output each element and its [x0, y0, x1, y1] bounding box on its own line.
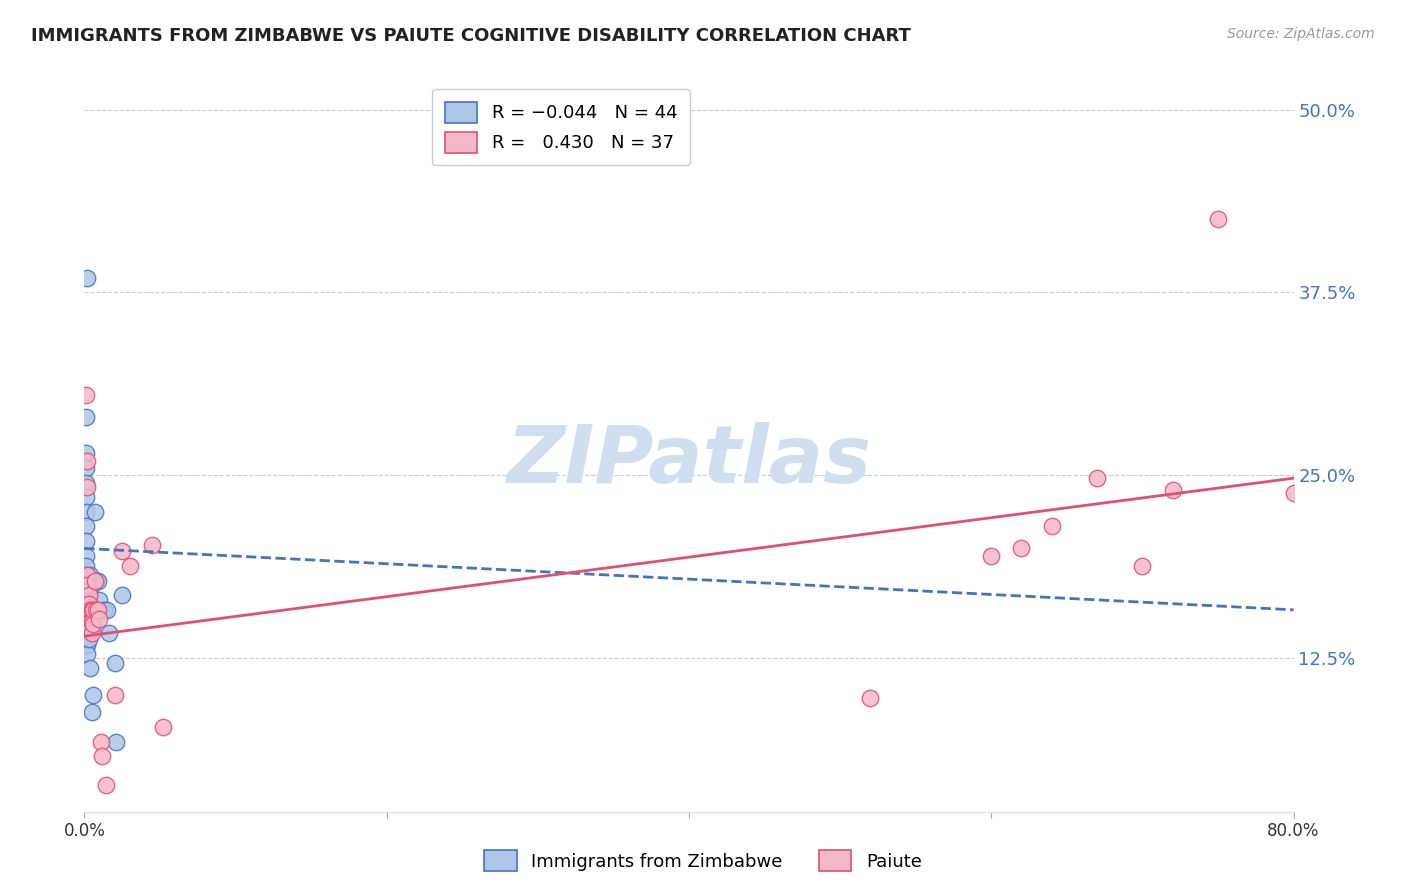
- Point: [76, 270, 98, 285]
- Point: [75, 519, 97, 533]
- Text: IMMIGRANTS FROM ZIMBABWE VS PAIUTE COGNITIVE DISABILITY CORRELATION CHART: IMMIGRANTS FROM ZIMBABWE VS PAIUTE COGNI…: [31, 27, 911, 45]
- Point: [77, 597, 100, 611]
- Point: [105, 734, 128, 748]
- Point: [77, 588, 100, 602]
- Point: [77, 607, 100, 622]
- Point: [80, 705, 103, 719]
- Point: [76, 629, 98, 643]
- Point: [75, 594, 97, 608]
- Point: [84, 574, 107, 588]
- Point: [84, 505, 107, 519]
- Point: [980, 549, 1002, 563]
- Point: [1282, 485, 1305, 500]
- Point: [87, 574, 110, 588]
- Point: [76, 638, 98, 652]
- Point: [75, 603, 97, 617]
- Point: [75, 558, 97, 573]
- Legend: R = −0.044   N = 44, R =   0.430   N = 37: R = −0.044 N = 44, R = 0.430 N = 37: [432, 89, 690, 165]
- Point: [80, 626, 103, 640]
- Point: [1161, 483, 1184, 497]
- Point: [104, 656, 127, 670]
- Point: [89, 592, 111, 607]
- Point: [79, 661, 101, 675]
- Point: [87, 603, 110, 617]
- Point: [111, 544, 134, 558]
- Point: [96, 603, 118, 617]
- Point: [80, 615, 103, 629]
- Point: [1011, 541, 1033, 556]
- Point: [75, 567, 97, 582]
- Point: [75, 409, 97, 424]
- Point: [93, 603, 115, 617]
- Point: [104, 688, 127, 702]
- Point: [75, 388, 97, 402]
- Text: ZIPatlas: ZIPatlas: [506, 422, 872, 500]
- Point: [75, 446, 97, 460]
- Point: [89, 612, 111, 626]
- Point: [77, 606, 100, 620]
- Point: [75, 585, 97, 599]
- Point: [77, 588, 100, 602]
- Point: [1130, 558, 1153, 573]
- Point: [79, 567, 101, 582]
- Point: [1206, 212, 1229, 227]
- Point: [82, 617, 104, 632]
- Point: [86, 574, 108, 588]
- Point: [75, 576, 97, 591]
- Point: [82, 688, 104, 702]
- Point: [75, 612, 97, 626]
- Point: [90, 734, 112, 748]
- Text: Source: ZipAtlas.com: Source: ZipAtlas.com: [1227, 27, 1375, 41]
- Point: [77, 574, 100, 588]
- Point: [86, 603, 108, 617]
- Point: [77, 624, 100, 638]
- Point: [94, 778, 117, 792]
- Legend: Immigrants from Zimbabwe, Paiute: Immigrants from Zimbabwe, Paiute: [477, 843, 929, 879]
- Point: [79, 615, 101, 629]
- Point: [75, 549, 97, 563]
- Point: [79, 594, 101, 608]
- Point: [75, 620, 97, 634]
- Point: [75, 534, 97, 549]
- Point: [76, 453, 98, 467]
- Point: [80, 603, 103, 617]
- Point: [77, 615, 100, 629]
- Point: [76, 567, 98, 582]
- Point: [79, 582, 101, 597]
- Point: [77, 597, 100, 611]
- Point: [79, 603, 101, 617]
- Point: [111, 588, 134, 602]
- Point: [152, 720, 174, 734]
- Point: [76, 647, 98, 661]
- Point: [141, 539, 163, 553]
- Point: [75, 461, 97, 475]
- Point: [82, 603, 104, 617]
- Point: [76, 578, 98, 592]
- Point: [1040, 519, 1063, 533]
- Point: [75, 475, 97, 490]
- Point: [91, 749, 114, 764]
- Point: [79, 624, 101, 638]
- Point: [859, 690, 882, 705]
- Point: [76, 480, 98, 494]
- Point: [118, 558, 141, 573]
- Point: [75, 505, 97, 519]
- Point: [77, 632, 100, 646]
- Point: [1085, 471, 1108, 485]
- Point: [97, 626, 120, 640]
- Point: [75, 490, 97, 504]
